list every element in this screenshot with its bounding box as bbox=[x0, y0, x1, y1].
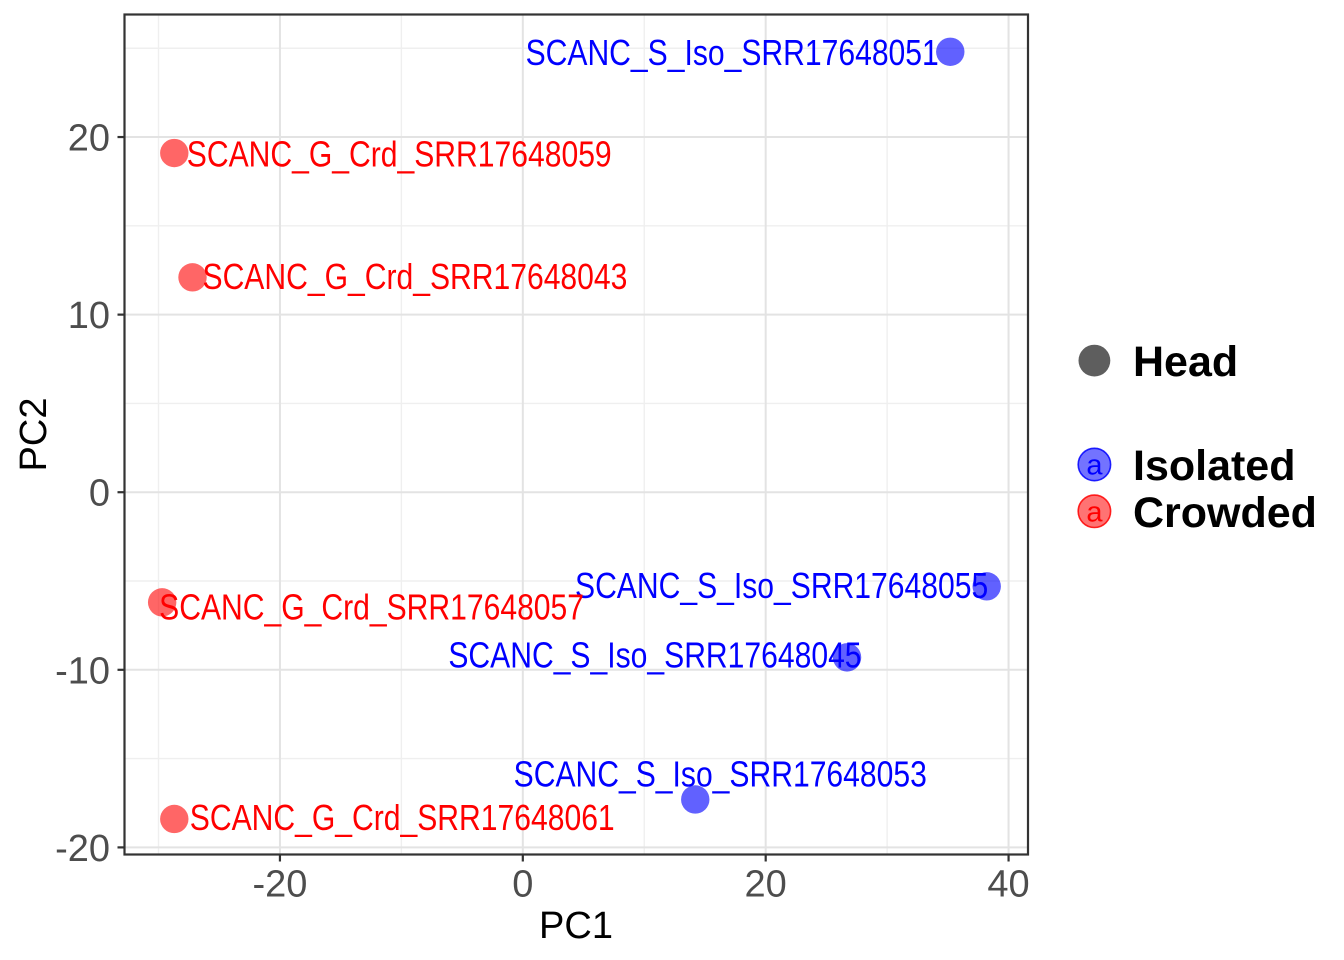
data-point-crowded bbox=[160, 138, 189, 168]
data-points-group: SCANC_S_Iso_SRR17648051 SCANC_S_Iso_SRR17… bbox=[147, 33, 1001, 839]
data-point-isolated bbox=[972, 572, 1001, 601]
sample-label: SCANC_S_Iso_SRR17648045 bbox=[448, 636, 861, 676]
sample-label: SCANC_S_Iso_SRR17648055 bbox=[575, 566, 988, 606]
plot-panel-border bbox=[123, 13, 1030, 856]
data-point-crowded bbox=[160, 804, 189, 834]
data-point-isolated bbox=[832, 643, 862, 672]
y-axis-tick-label: -10 bbox=[55, 650, 110, 692]
x-axis-tick-label: 20 bbox=[745, 864, 787, 906]
y-axis-tick-label: -20 bbox=[55, 828, 110, 870]
y-axis-tick-label: 0 bbox=[89, 473, 110, 515]
data-point-crowded bbox=[147, 588, 177, 617]
sample-label: SCANC_G_Crd_SRR17648061 bbox=[190, 798, 615, 838]
legend-label-isolated: Isolated bbox=[1133, 442, 1296, 490]
plot-panel-background bbox=[124, 14, 1028, 855]
data-point-isolated bbox=[681, 785, 710, 814]
y-axis-title: PC2 bbox=[13, 398, 55, 472]
legend-key-circle bbox=[1077, 494, 1112, 529]
x-axis-tick-label: -20 bbox=[252, 864, 307, 906]
sample-label: SCANC_G_Crd_SRR17648057 bbox=[159, 588, 584, 628]
gridlines-group bbox=[124, 14, 1028, 855]
axes-group: -20 0 20 40 -20 -10 0 10 20 bbox=[55, 118, 1030, 906]
sample-label: SCANC_S_Iso_SRR17648051 bbox=[526, 33, 939, 73]
x-axis-tick-label: 40 bbox=[987, 864, 1029, 906]
x-axis-title: PC1 bbox=[539, 905, 613, 947]
legend-key-dot bbox=[1078, 344, 1111, 377]
data-point-crowded bbox=[178, 263, 207, 292]
data-point-isolated bbox=[936, 37, 965, 66]
legend-key-circle bbox=[1077, 447, 1112, 482]
legend-key-letter: a bbox=[1086, 496, 1103, 528]
sample-label: SCANC_G_Crd_SRR17648059 bbox=[187, 135, 612, 175]
legend-label-head: Head bbox=[1133, 338, 1238, 386]
legend-group: Head a Isolated a Crowded bbox=[1077, 338, 1317, 537]
x-axis-tick-label: 0 bbox=[512, 864, 533, 906]
sample-label: SCANC_G_Crd_SRR17648043 bbox=[203, 257, 628, 297]
legend-label-crowded: Crowded bbox=[1133, 489, 1317, 537]
sample-label: SCANC_S_Iso_SRR17648053 bbox=[514, 755, 927, 795]
y-axis-tick-label: 20 bbox=[68, 118, 110, 160]
y-axis-tick-label: 10 bbox=[68, 295, 110, 337]
legend-key-letter: a bbox=[1086, 450, 1103, 482]
